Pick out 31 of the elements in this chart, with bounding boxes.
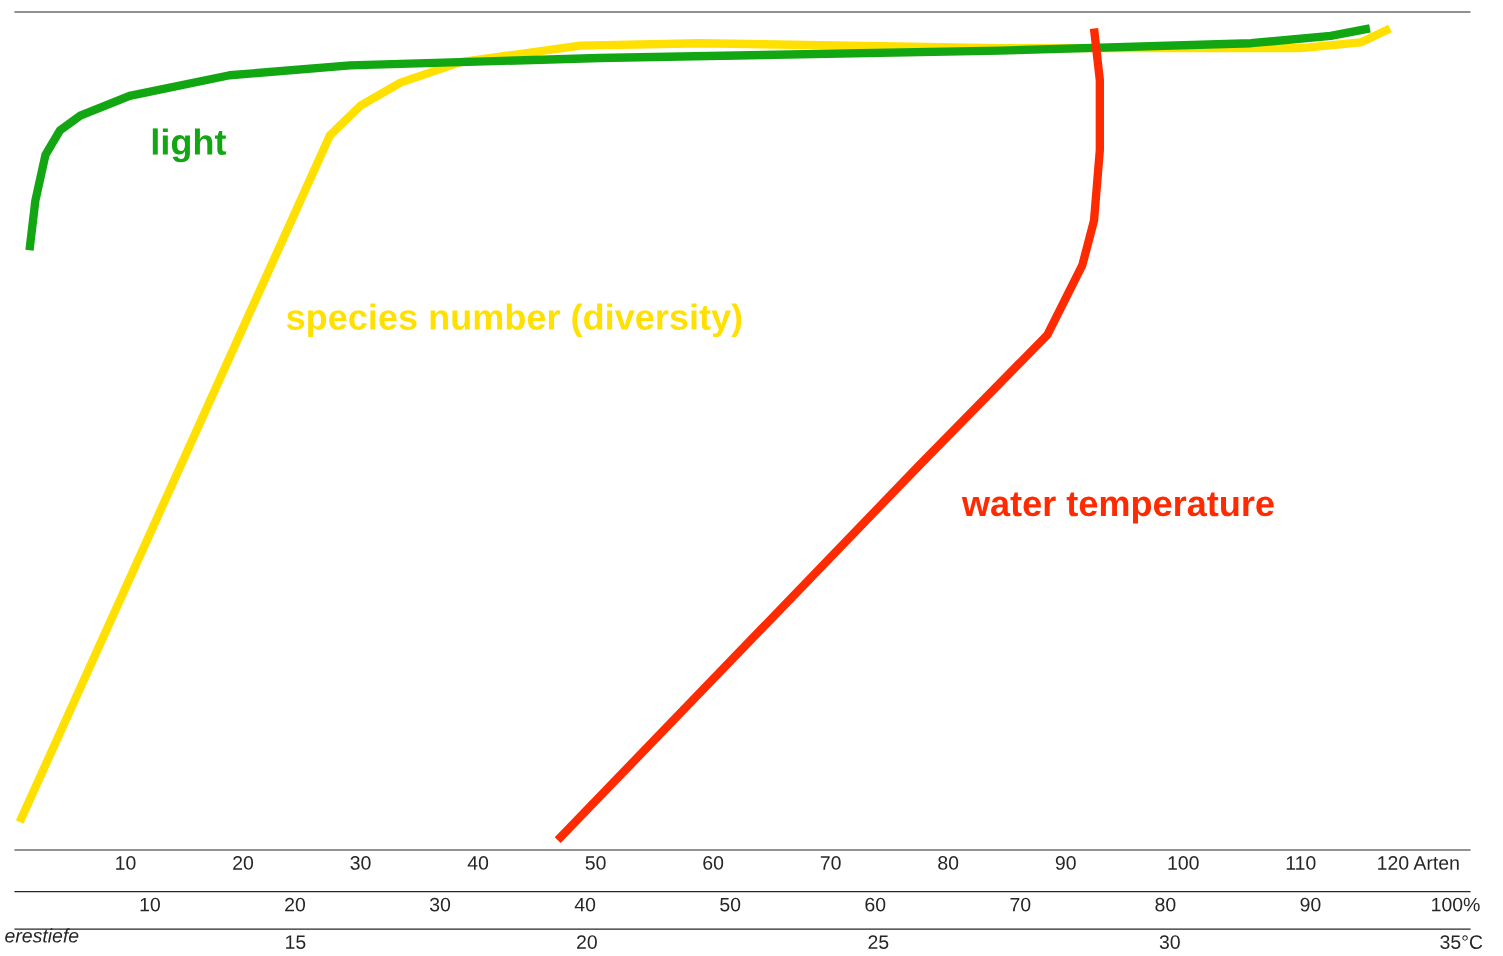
x-tick-label: 60 <box>865 897 886 912</box>
x-tick-label: 120 Arten <box>1378 856 1459 870</box>
x-tick-label: 110 <box>1286 856 1316 870</box>
x-tick-label: 80 <box>938 856 959 870</box>
x-tick-label: 20 <box>577 935 597 949</box>
x-tick-label: 100 <box>1168 856 1199 870</box>
x-tick-label: 70 <box>1010 897 1031 912</box>
x-tick-label: 20 <box>285 897 306 912</box>
x-tick-label: 35°C <box>1440 935 1483 949</box>
x-tick-label: 10 <box>116 856 136 870</box>
x-tick-label: 30 <box>429 897 451 912</box>
x-tick-label: 80 <box>1155 897 1176 912</box>
series-label: species number (diversity) <box>286 303 742 338</box>
x-tick-label: 25 <box>868 935 889 949</box>
x-tick-label: 40 <box>574 897 596 912</box>
x-tick-label: 90 <box>1300 897 1321 912</box>
x-tick-label: 60 <box>703 856 724 870</box>
x-tick-label: 10 <box>140 897 160 912</box>
x-tick-label: 30 <box>1159 935 1180 949</box>
x-tick-label: 15 <box>286 935 306 949</box>
text: erestiefe <box>5 928 79 943</box>
x-tick-label: 90 <box>1055 856 1076 870</box>
x-tick-label: 50 <box>585 856 606 870</box>
x-tick-label: 50 <box>720 897 741 912</box>
series-label: light <box>152 128 227 163</box>
x-tick-label: 70 <box>820 856 841 870</box>
series-label: water temperature <box>961 492 1274 524</box>
x-tick-label: 20 <box>233 856 254 870</box>
x-tick-label: 100% <box>1432 897 1480 912</box>
x-tick-label: 40 <box>467 856 489 870</box>
x-tick-label: 30 <box>350 856 371 870</box>
